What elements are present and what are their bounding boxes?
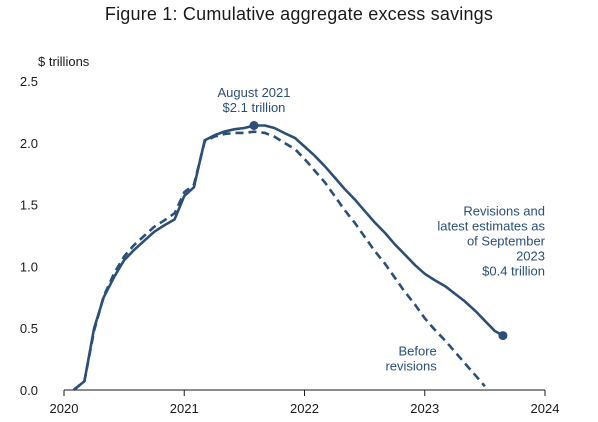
data-point-marker bbox=[498, 331, 508, 341]
y-axis-unit-label: $ trillions bbox=[38, 54, 90, 69]
marker-layer bbox=[249, 120, 508, 341]
annotation-line: 2023 bbox=[516, 249, 545, 264]
series-layer bbox=[72, 124, 504, 392]
x-tick-label: 2024 bbox=[531, 401, 560, 416]
annotation-line: Before bbox=[398, 343, 436, 358]
annotation-line: Revisions and bbox=[463, 204, 545, 219]
chart-title: Figure 1: Cumulative aggregate excess sa… bbox=[104, 4, 494, 24]
annotation-line: $0.4 trillion bbox=[482, 264, 545, 279]
annotation-layer: August 2021 $2.1 trillion Revisions and lat… bbox=[217, 85, 545, 373]
y-tick-label: 2.5 bbox=[20, 74, 38, 89]
annotation-line: revisions bbox=[385, 358, 437, 373]
annotation-label: Revisions and latest estimates as of Septe… bbox=[437, 204, 545, 279]
axes: 0.0 0.5 1.0 1.5 2.0 2.5 2020 2021 2022 2023 2024 bbox=[20, 74, 560, 416]
y-tick-label: 1.0 bbox=[20, 259, 38, 274]
series-line-before-revisions bbox=[72, 130, 486, 392]
y-tick-label: 1.5 bbox=[20, 198, 38, 213]
y-tick-label: 0.0 bbox=[20, 383, 38, 398]
y-tick-label: 2.0 bbox=[20, 136, 38, 151]
annotation-label: Before revisions bbox=[385, 343, 437, 373]
x-tick-label: 2021 bbox=[170, 401, 199, 416]
annotation-label: August 2021 $2.1 trillion bbox=[217, 85, 290, 115]
annotation-line: August 2021 bbox=[217, 85, 290, 100]
annotation-line: $2.1 trillion bbox=[223, 100, 286, 115]
x-tick-label: 2020 bbox=[50, 401, 79, 416]
x-tick-label: 2023 bbox=[410, 401, 439, 416]
annotation-line: latest estimates as bbox=[437, 219, 545, 234]
annotation-line: of September bbox=[467, 234, 546, 249]
x-tick-label: 2022 bbox=[290, 401, 319, 416]
data-point-marker bbox=[249, 120, 259, 130]
series-line-revised bbox=[72, 124, 504, 392]
y-tick-label: 0.5 bbox=[20, 321, 38, 336]
